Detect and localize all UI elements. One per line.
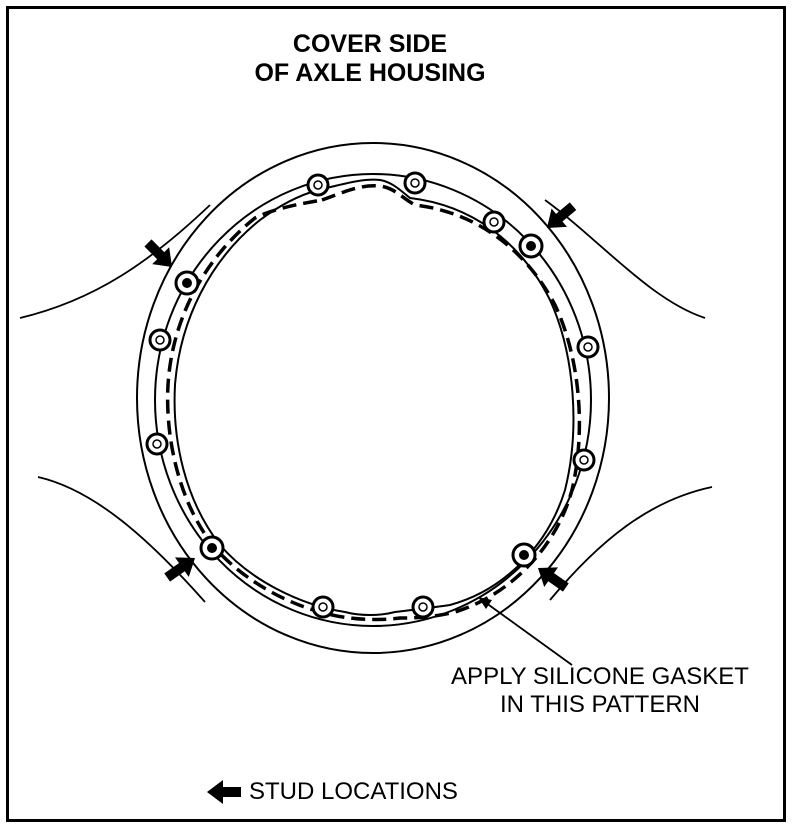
stud-arrow-lower-left (164, 557, 195, 582)
stud-hole-4 (518, 233, 544, 259)
stud-hole-7 (511, 542, 537, 568)
title-line-2: OF AXLE HOUSING (254, 59, 486, 87)
bolt-hole-8 (411, 595, 435, 619)
legend: STUD LOCATIONS (205, 772, 458, 812)
stud-arrow-upper-left (144, 239, 172, 267)
callout-leader-arrowhead (478, 597, 492, 609)
diagram-title: COVER SIDE OF AXLE HOUSING (190, 30, 550, 88)
bolt-hole-12 (148, 328, 172, 352)
bolt-hole-1 (306, 173, 330, 197)
legend-label: STUD LOCATIONS (249, 778, 458, 805)
bolt-hole-11 (145, 432, 169, 456)
housing-tube-lower-right (549, 486, 713, 601)
bolt-hole-3 (482, 210, 506, 234)
callout-line-2: IN THIS PATTERN (499, 691, 700, 718)
bolt-hole-9 (311, 595, 335, 619)
bolt-hole-6 (572, 448, 596, 472)
gasket-callout: APPLY SILICONE GASKET IN THIS PATTERN (420, 663, 780, 719)
housing-tube-upper-left (19, 204, 211, 319)
stud-arrow-upper-right (547, 202, 577, 228)
bolt-hole-5 (576, 335, 600, 359)
title-line-1: COVER SIDE (292, 30, 448, 58)
stud-arrow-lower-right (538, 567, 569, 592)
stud-hole-10 (199, 535, 225, 561)
inner-flange-edge (154, 173, 592, 627)
callout-line-1: APPLY SILICONE GASKET (451, 663, 749, 690)
bolt-hole-2 (403, 171, 427, 195)
arrow-left-icon (207, 780, 241, 804)
housing-tube-lower-left (37, 476, 206, 603)
callout-leader-line (481, 599, 573, 666)
stud-hole-13 (174, 270, 200, 296)
